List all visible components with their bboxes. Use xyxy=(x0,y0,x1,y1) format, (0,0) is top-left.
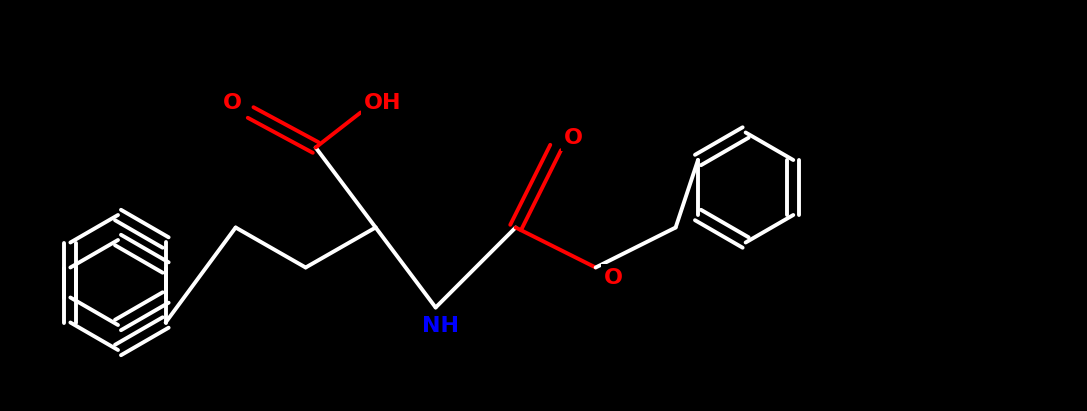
Text: O: O xyxy=(604,268,623,288)
Text: OH: OH xyxy=(364,92,401,113)
Text: O: O xyxy=(564,127,583,148)
Text: O: O xyxy=(223,92,242,113)
Text: NH: NH xyxy=(422,316,459,335)
